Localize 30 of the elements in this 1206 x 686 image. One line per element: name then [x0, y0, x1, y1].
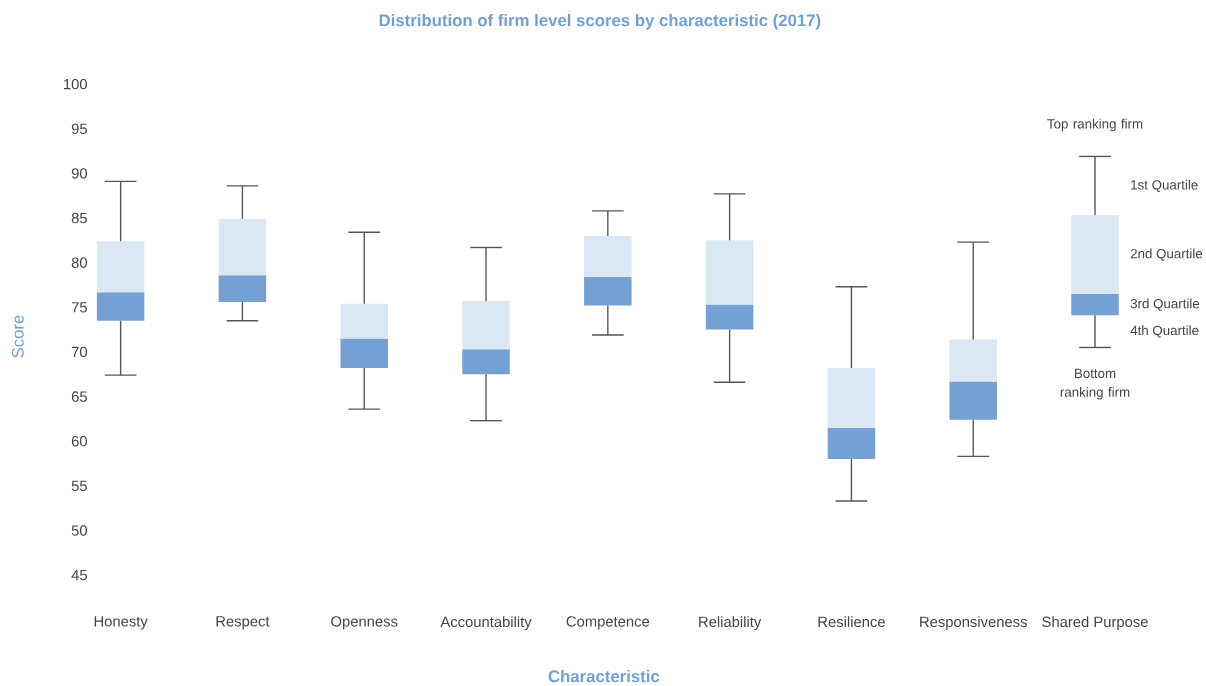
y-tick-label: 100 [64, 78, 88, 90]
x-tick-label: Accountability [440, 616, 532, 630]
annotation: 2nd Quartile [1130, 248, 1203, 261]
y-tick-label: 70 [71, 346, 88, 358]
y-tick-label: 75 [71, 302, 87, 313]
y-tick-label: 50 [71, 525, 88, 536]
x-tick-label: Respect [216, 616, 270, 630]
x-tick-label: Reliability [699, 616, 762, 630]
annotation: Top ranking firm [1047, 118, 1143, 132]
y-tick-label: 95 [71, 123, 87, 134]
annotation: 1st Quartile [1131, 179, 1198, 192]
x-tick-label: Responsiveness [920, 616, 1027, 630]
y-tick-label: 80 [71, 257, 88, 268]
y-tick-label: 55 [71, 480, 87, 491]
y-axis-title: Score [11, 315, 24, 358]
annotation: 3rd Quartile [1130, 298, 1200, 311]
x-tick-label: Honesty [94, 616, 148, 630]
y-tick-label: 85 [71, 212, 87, 224]
y-tick-label: 65 [71, 391, 87, 402]
chart-title: Distribution of firm level scores by characteristic (2017) [379, 13, 821, 30]
x-tick-label: Openness [331, 616, 398, 630]
x-axis-title: Characteristic [548, 669, 660, 683]
y-tick-label: 60 [71, 435, 88, 447]
annotation: Bottom ranking firm [1060, 368, 1130, 400]
x-tick-label: Resilience [818, 616, 885, 628]
annotation: 4th Quartile [1130, 325, 1199, 338]
x-tick-label: Competence [566, 616, 650, 630]
y-tick-label: 90 [71, 168, 88, 179]
y-tick-label: 45 [71, 569, 87, 581]
x-tick-label: Shared Purpose [1042, 616, 1148, 630]
